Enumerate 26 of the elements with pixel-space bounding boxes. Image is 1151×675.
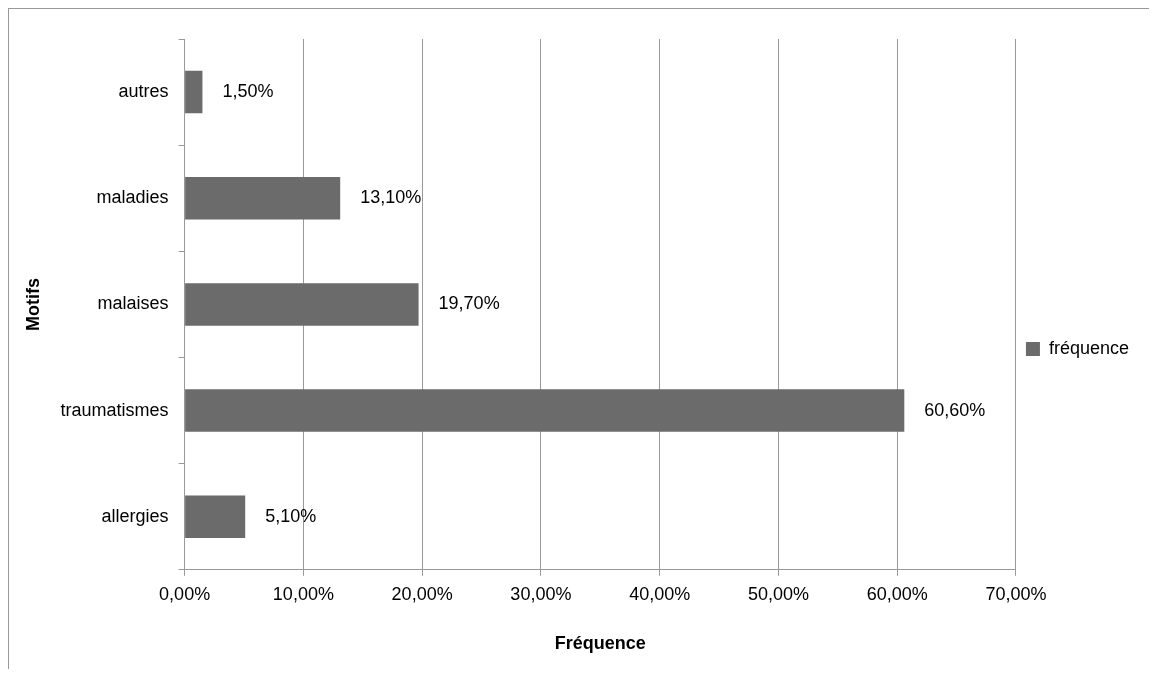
bar: [185, 177, 341, 220]
x-axis-title: Fréquence: [554, 633, 646, 654]
y-tick-label: traumatismes: [60, 399, 169, 420]
x-tick-label: 70,00%: [985, 583, 1047, 604]
x-tick-label: 30,00%: [510, 583, 572, 604]
x-tick-label: 50,00%: [747, 583, 809, 604]
bar: [185, 495, 246, 538]
data-label: 60,60%: [924, 399, 986, 420]
y-tick-label: allergies: [101, 505, 169, 526]
data-label: 5,10%: [265, 505, 317, 526]
x-tick-label: 10,00%: [272, 583, 334, 604]
x-tick-label: 60,00%: [866, 583, 928, 604]
legend-label: fréquence: [1048, 337, 1129, 358]
bar: [185, 70, 203, 114]
x-tick-label: 20,00%: [391, 583, 453, 604]
x-tick-label: 0,00%: [159, 583, 211, 604]
y-axis-title: Motifs: [22, 277, 43, 331]
y-tick-label: malaises: [97, 293, 169, 314]
data-label: 19,70%: [438, 293, 500, 314]
data-label: 13,10%: [360, 187, 422, 208]
y-tick-label: maladies: [96, 187, 169, 208]
y-tick-label: autres: [118, 81, 169, 102]
x-tick-label: 40,00%: [629, 583, 691, 604]
data-label: 1,50%: [222, 81, 274, 102]
bar: [185, 283, 419, 326]
bar: [185, 389, 905, 432]
